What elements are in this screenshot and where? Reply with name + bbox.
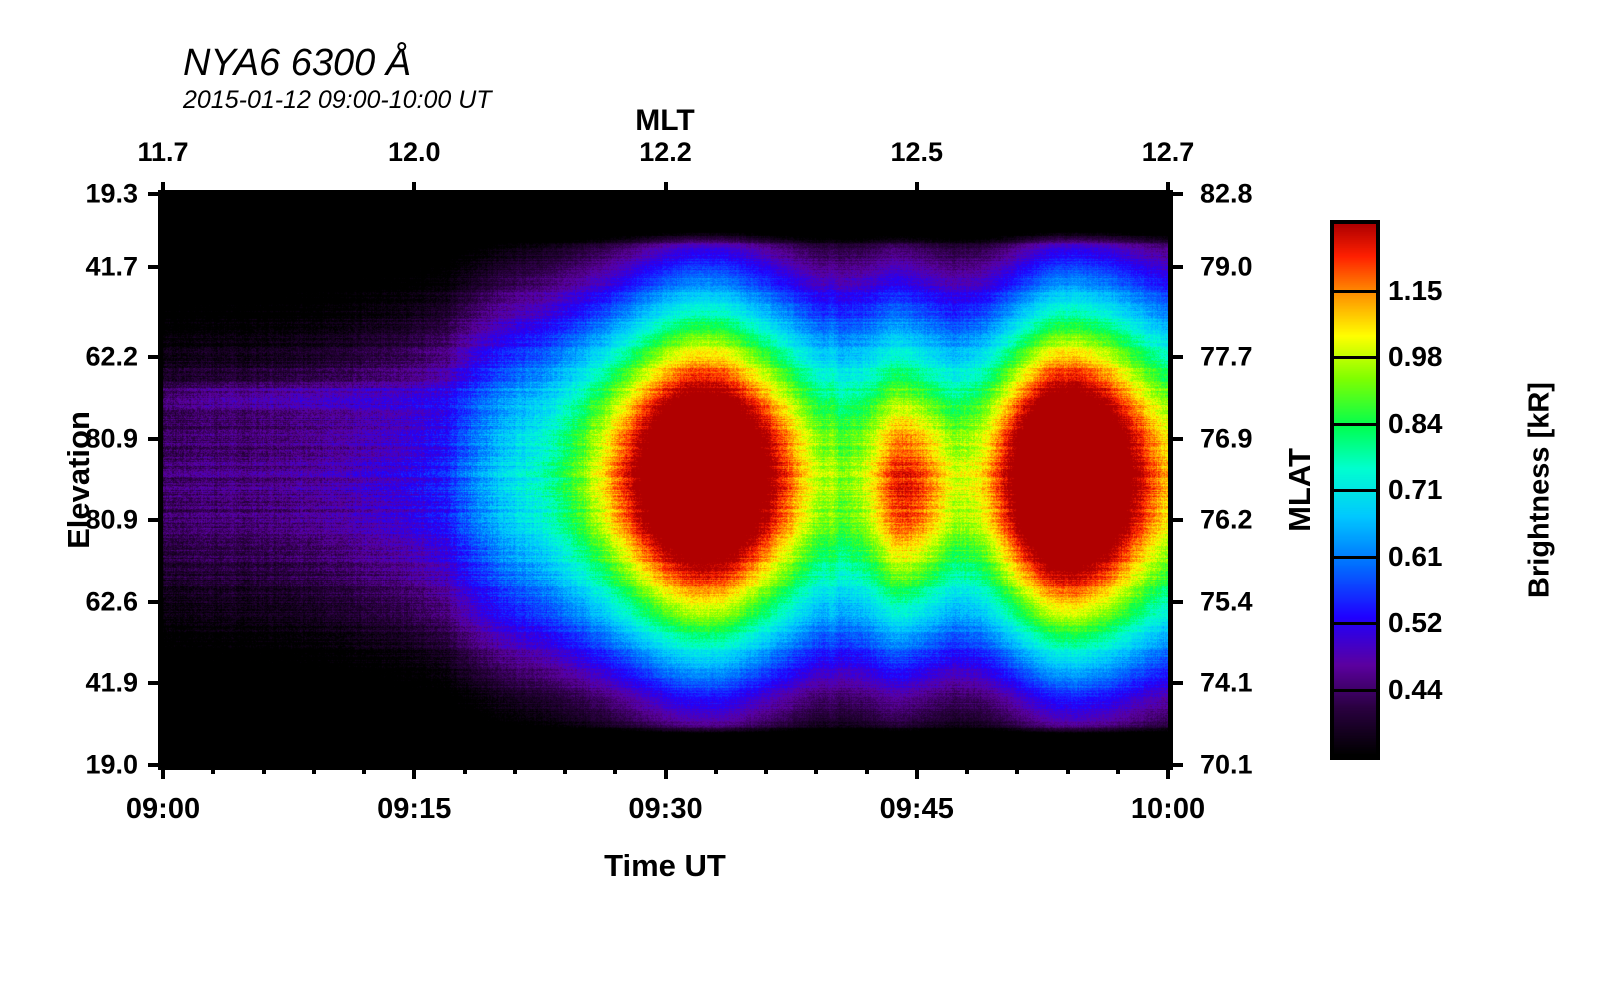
tick-elevation [148, 192, 163, 196]
tick-time-minor [864, 765, 869, 774]
tick-label-time: 09:00 [125, 793, 201, 825]
tick-time [1166, 765, 1170, 779]
tick-label-mlt: 12.0 [387, 137, 441, 167]
keogram-plot-area [163, 194, 1168, 765]
tick-label-elevation: 41.9 [85, 667, 138, 698]
colorbar-tick-label: 0.44 [1388, 673, 1443, 705]
tick-label-mlat: 79.0 [1200, 251, 1253, 282]
tick-label-elevation: 19.0 [85, 749, 138, 780]
tick-elevation [148, 436, 163, 441]
tick-label-mlat: 82.8 [1200, 178, 1253, 209]
tick-label-mlt: 12.7 [1141, 137, 1195, 167]
tick-mlat [1168, 436, 1183, 441]
colorbar-tick-label: 0.52 [1388, 607, 1443, 638]
tick-mlat [1168, 355, 1183, 360]
tick-label-elevation: 80.9 [85, 504, 138, 535]
tick-label-mlat: 75.4 [1200, 586, 1253, 617]
tick-label-time: 10:00 [1130, 793, 1206, 825]
title-block: NYA6 6300 Å 2015-01-12 09:00-10:00 UT [183, 44, 492, 115]
tick-label-time: 09:30 [628, 793, 703, 825]
tick-time-minor [261, 765, 266, 774]
tick-time-minor [1015, 765, 1020, 774]
tick-mlat [1168, 265, 1183, 270]
tick-time-minor [613, 765, 618, 774]
tick-label-mlt: 12.2 [639, 137, 692, 167]
tick-time-minor [1115, 765, 1120, 774]
tick-elevation [148, 265, 163, 270]
axis-title-elevation: Elevation [60, 411, 96, 549]
colorbar-tick-label: 0.84 [1388, 407, 1443, 439]
tick-label-elevation: 41.7 [85, 251, 138, 282]
tick-time-minor [814, 765, 819, 774]
colorbar-separator [1334, 688, 1376, 692]
tick-label-mlat: 77.7 [1200, 341, 1253, 372]
tick-label-elevation: 19.3 [85, 178, 138, 209]
tick-time-minor [462, 765, 467, 774]
tick-label-mlt: 12.5 [890, 137, 944, 167]
tick-elevation [148, 518, 163, 523]
tick-mlat [1168, 763, 1183, 767]
tick-label-mlat: 70.1 [1200, 749, 1253, 780]
tick-elevation [148, 681, 163, 686]
tick-time [914, 765, 919, 779]
tick-elevation [148, 599, 163, 604]
tick-elevation [148, 355, 163, 360]
axis-title-brightness: Brightness [kR] [1523, 382, 1556, 598]
tick-mlat [1168, 681, 1183, 686]
tick-mlat [1168, 599, 1183, 604]
tick-mlat [1168, 192, 1183, 196]
tick-elevation [148, 763, 163, 767]
colorbar-separator [1334, 489, 1376, 492]
colorbar-tick-label: 0.98 [1388, 341, 1443, 372]
tick-label-elevation: 62.2 [85, 341, 138, 372]
colorbar-separator [1334, 555, 1376, 559]
tick-mlt [663, 182, 668, 194]
colorbar-tick-label: 0.61 [1388, 540, 1443, 572]
tick-mlt [412, 182, 417, 194]
tick-time-minor [764, 765, 768, 774]
colorbar-separator [1334, 622, 1376, 625]
tick-label-elevation: 80.9 [85, 423, 138, 454]
tick-time [412, 765, 417, 779]
tick-time-minor [563, 765, 567, 774]
tick-time-minor [965, 765, 969, 774]
colorbar-tick-label: 1.15 [1388, 274, 1443, 306]
tick-time [663, 765, 668, 779]
colorbar-separator [1334, 289, 1376, 293]
tick-label-mlat: 74.1 [1200, 667, 1253, 698]
page-title: NYA6 6300 Å [183, 42, 412, 84]
tick-label-mlat: 76.9 [1200, 423, 1253, 454]
tick-time-minor [512, 765, 517, 774]
keogram-image [163, 194, 1168, 765]
page-subtitle: 2015-01-12 09:00-10:00 UT [183, 86, 492, 114]
tick-time [161, 765, 165, 779]
axis-frame-right [1168, 190, 1173, 770]
tick-label-elevation: 62.6 [85, 586, 138, 617]
tick-mlt [161, 182, 165, 194]
tick-time-minor [311, 765, 316, 774]
colorbar-separator [1334, 356, 1376, 359]
tick-mlt [1166, 182, 1170, 194]
tick-label-mlt: 11.7 [137, 137, 189, 167]
tick-time-minor [362, 765, 366, 774]
tick-mlt [914, 182, 919, 194]
axis-title-mlt: MLT [635, 104, 695, 137]
tick-time-minor [211, 765, 216, 774]
tick-label-mlat: 76.2 [1200, 504, 1253, 535]
axis-frame-left [158, 190, 163, 770]
colorbar-separator [1334, 422, 1376, 426]
tick-mlat [1168, 518, 1183, 523]
tick-label-time: 09:15 [377, 793, 452, 825]
tick-label-time: 09:45 [879, 793, 954, 825]
colorbar-tick-label: 0.71 [1388, 474, 1443, 505]
tick-time-minor [1065, 765, 1070, 774]
tick-time-minor [713, 765, 718, 774]
axis-title-mlat: MLAT [1281, 448, 1317, 532]
axis-title-time: Time UT [604, 848, 726, 883]
